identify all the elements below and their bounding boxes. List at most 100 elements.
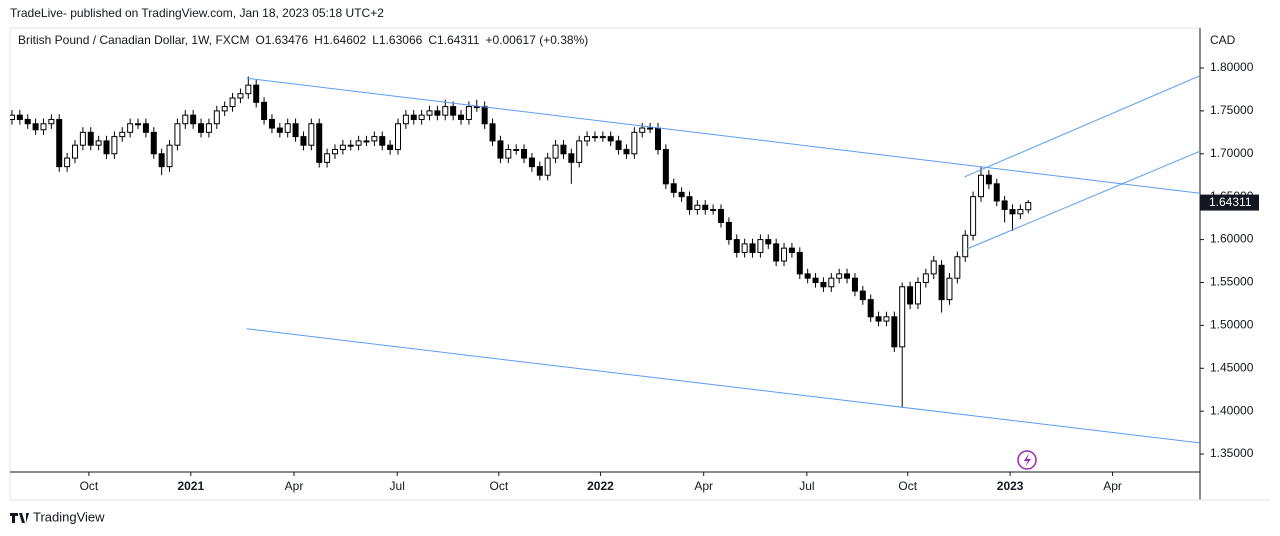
alert-circle[interactable] (1017, 450, 1037, 470)
candle-body (725, 221, 732, 241)
candle-body (355, 140, 362, 146)
price-tag (1200, 194, 1259, 211)
candle-body (458, 114, 465, 120)
candle-body (56, 118, 63, 168)
candle-body (757, 239, 764, 253)
x-tick-label: Oct (80, 479, 99, 493)
trend-line (966, 150, 1200, 250)
candle-body (962, 234, 969, 258)
candle-body (182, 114, 189, 125)
candle-body (205, 123, 212, 133)
candle-body (970, 196, 977, 236)
y-tick-label: 1.80000 (1210, 60, 1254, 74)
candle-body (142, 123, 149, 133)
x-tick-label: Apr (285, 479, 304, 493)
ohlc-value: 1.63066 (379, 33, 423, 47)
candle-body (71, 144, 78, 159)
candle-body (198, 123, 205, 133)
candle-body (16, 114, 23, 120)
candle-body (686, 196, 693, 211)
candle-body (765, 239, 772, 245)
brand-name: TradingView (33, 509, 105, 524)
candle-body (213, 110, 220, 125)
candle-body (276, 127, 283, 133)
candle-body (150, 131, 157, 155)
candle-body (702, 204, 709, 211)
candle-body (741, 243, 748, 253)
y-tick-label: 1.70000 (1210, 146, 1254, 160)
ohlc-label: O (255, 33, 264, 47)
candle-body (426, 110, 433, 116)
trend-line (964, 75, 1200, 178)
candle-body (1017, 209, 1024, 215)
candle-body (253, 84, 260, 103)
candle-body (891, 316, 898, 348)
ohlc-value: 1.63476 (265, 33, 309, 47)
change-value: +0.00617 (+0.38%) (485, 33, 588, 47)
candle-body (584, 136, 591, 142)
price-tag-label: 1.64311 (1209, 195, 1252, 209)
candle-body (528, 157, 535, 168)
candle-body (339, 144, 346, 150)
x-tick-label: 2023 (997, 479, 1024, 493)
candle-body (670, 183, 677, 193)
candle-body (268, 118, 275, 129)
candle-body (64, 157, 71, 168)
candle-body (883, 316, 890, 322)
candle-body (977, 174, 984, 198)
candle-body (119, 131, 126, 138)
candle-body (395, 123, 402, 150)
candle-body (245, 84, 252, 95)
candle-body (694, 204, 701, 211)
candle-body (513, 148, 520, 151)
candle-body (24, 118, 31, 125)
alert-bolt[interactable] (1024, 453, 1031, 467)
y-tick-label: 1.40000 (1210, 403, 1254, 417)
x-tick-label: Apr (1103, 479, 1122, 493)
candle-body (166, 144, 173, 168)
y-tick-label: 1.45000 (1210, 360, 1254, 374)
candle-body (788, 247, 795, 253)
candle-body (568, 153, 575, 163)
candle-body (418, 114, 425, 120)
candle-body (654, 127, 661, 150)
ohlc-value: 1.64602 (323, 33, 367, 47)
candle-body (379, 136, 386, 146)
candle-body (79, 131, 86, 146)
candle-body (316, 123, 323, 163)
candle-body (820, 281, 827, 288)
candle-body (1025, 202, 1032, 211)
brand-logo (10, 513, 29, 523)
candle-body (221, 106, 228, 112)
x-tick-label: Oct (898, 479, 917, 493)
candle-body (796, 251, 803, 275)
candle-body (1001, 200, 1008, 211)
candle-body (158, 153, 165, 168)
candle-body (930, 260, 937, 275)
alert-icon[interactable] (1017, 450, 1037, 470)
candle-body (190, 114, 197, 125)
candle-body (922, 273, 929, 283)
ohlc-label: C (428, 33, 437, 47)
candle-body (402, 114, 409, 125)
candle-body (678, 191, 685, 198)
candle-body (639, 127, 646, 133)
candle-body (127, 123, 134, 133)
candle-body (521, 148, 528, 159)
candle-body (505, 148, 512, 159)
candles (10, 75, 1200, 444)
trend-line (246, 77, 1200, 194)
candle-body (103, 140, 110, 155)
candle-body (615, 140, 622, 150)
candle-body (907, 286, 914, 305)
candle-body (410, 114, 417, 120)
currency-label: CAD (1210, 33, 1236, 47)
candle-body (465, 106, 472, 120)
candle-body (237, 93, 244, 99)
legend-title: British Pound / Canadian Dollar, 1W, FXC… (18, 33, 249, 47)
candle-body (599, 136, 606, 139)
candle-body (481, 106, 488, 125)
candle-body (497, 140, 504, 159)
candle-body (229, 97, 236, 108)
